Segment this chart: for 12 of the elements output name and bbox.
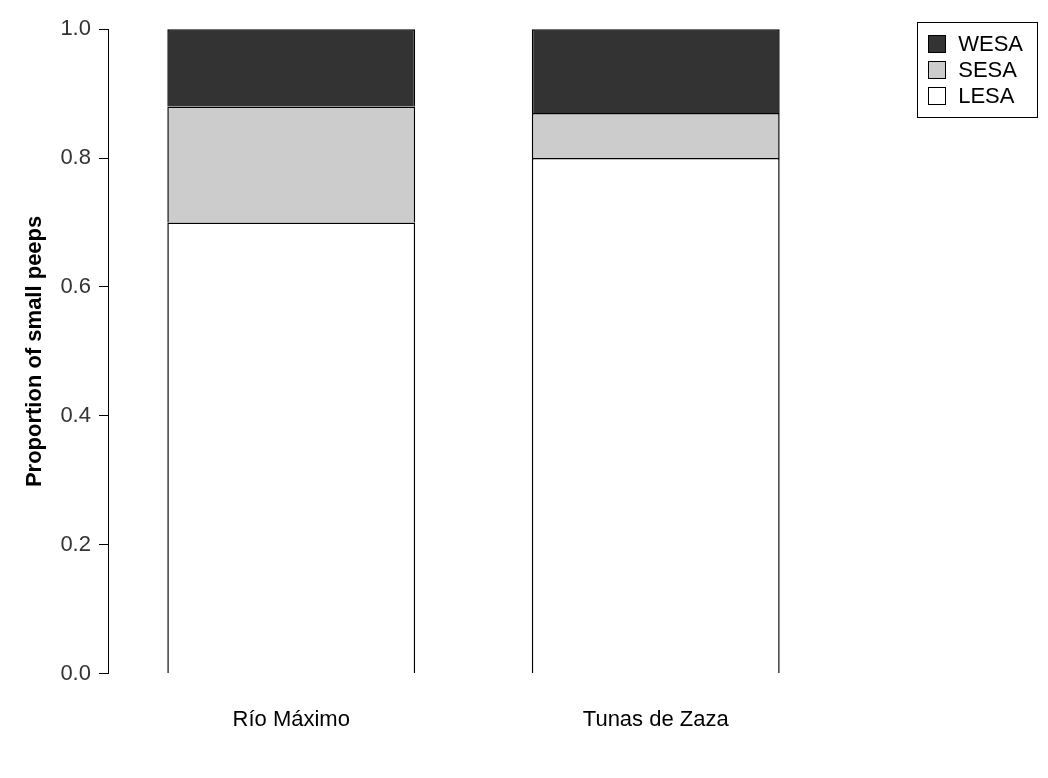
x-tick-label: Tunas de Zaza xyxy=(582,705,730,731)
y-tick-label: 0.6 xyxy=(60,273,91,299)
y-tick-label: 0.2 xyxy=(60,530,91,556)
y-tick-label: 0.4 xyxy=(60,401,91,427)
y-tick-label: 1.0 xyxy=(60,15,91,41)
y-tick-label: 0.0 xyxy=(60,659,91,685)
legend-label: SESA xyxy=(958,57,1017,83)
text: LESA xyxy=(958,83,1015,109)
y-tick-label: 0.8 xyxy=(60,144,91,170)
legend-label: WESA xyxy=(958,31,1023,57)
x-tick-label: Río Máximo xyxy=(232,705,350,731)
y-axis-title: Proportion of small peeps xyxy=(21,215,47,488)
